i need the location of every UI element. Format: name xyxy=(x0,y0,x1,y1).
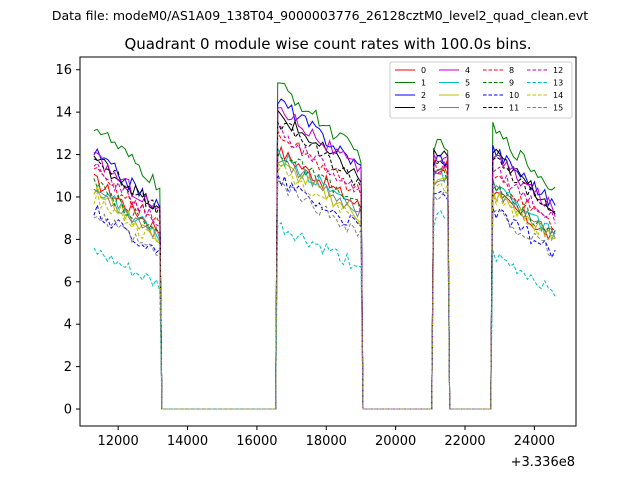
x-tick-label: 14000 xyxy=(167,434,208,449)
series-line-4 xyxy=(93,106,556,410)
x-tick-label: 18000 xyxy=(306,434,347,449)
legend-label-2: 2 xyxy=(421,91,426,100)
legend-label-8: 8 xyxy=(509,66,514,75)
x-tick-label: 22000 xyxy=(444,434,485,449)
series-line-12 xyxy=(93,122,556,410)
legend-label-11: 11 xyxy=(509,104,519,113)
series-line-8 xyxy=(93,130,556,410)
y-tick-label: 4 xyxy=(64,318,72,333)
legend-label-0: 0 xyxy=(421,66,426,75)
x-tick-label: 24000 xyxy=(514,434,555,449)
legend-label-6: 6 xyxy=(465,91,470,100)
series-line-1 xyxy=(93,82,556,410)
legend-label-13: 13 xyxy=(553,79,563,88)
legend-label-15: 15 xyxy=(553,104,563,113)
y-tick-label: 10 xyxy=(55,190,72,205)
series-line-7 xyxy=(93,159,556,410)
x-tick-label: 20000 xyxy=(375,434,416,449)
x-axis: 12000 14000 16000 18000 20000 22000 24000 xyxy=(97,426,555,449)
y-tick-label: 0 xyxy=(64,403,72,418)
legend-box xyxy=(389,61,573,119)
series-line-10 xyxy=(93,172,556,410)
y-axis: 0 2 4 6 8 10 12 14 16 xyxy=(55,63,80,418)
y-tick-label: 6 xyxy=(64,275,72,290)
x-offset-label: +3.336e8 xyxy=(511,455,575,470)
series-line-13 xyxy=(93,210,556,410)
x-tick-label: 12000 xyxy=(97,434,138,449)
x-tick-label: 16000 xyxy=(236,434,277,449)
series-line-15 xyxy=(93,179,556,410)
y-tick-label: 16 xyxy=(55,63,72,78)
y-tick-label: 2 xyxy=(64,360,72,375)
series-line-14 xyxy=(93,164,556,410)
legend-label-5: 5 xyxy=(465,79,470,88)
figure-suptitle: Data file: modeM0/AS1A09_138T04_90000037… xyxy=(52,8,588,23)
legend-label-14: 14 xyxy=(553,91,563,100)
legend-label-9: 9 xyxy=(509,79,514,88)
legend-label-7: 7 xyxy=(465,104,470,113)
chart-title: Quadrant 0 module wise count rates with … xyxy=(124,35,531,53)
series-line-9 xyxy=(93,152,556,410)
series-layer xyxy=(93,82,556,410)
series-line-0 xyxy=(93,145,556,410)
legend-label-10: 10 xyxy=(509,91,519,100)
y-tick-label: 14 xyxy=(55,106,72,121)
series-line-5 xyxy=(93,148,556,410)
axes-frame xyxy=(79,56,577,427)
y-tick-label: 8 xyxy=(64,233,72,248)
legend-label-3: 3 xyxy=(421,104,426,113)
y-tick-label: 12 xyxy=(55,148,72,163)
legend-label-12: 12 xyxy=(553,66,563,75)
legend-label-1: 1 xyxy=(421,79,426,88)
series-line-3 xyxy=(93,108,556,410)
series-line-6 xyxy=(93,161,556,410)
legend-label-4: 4 xyxy=(465,66,470,75)
